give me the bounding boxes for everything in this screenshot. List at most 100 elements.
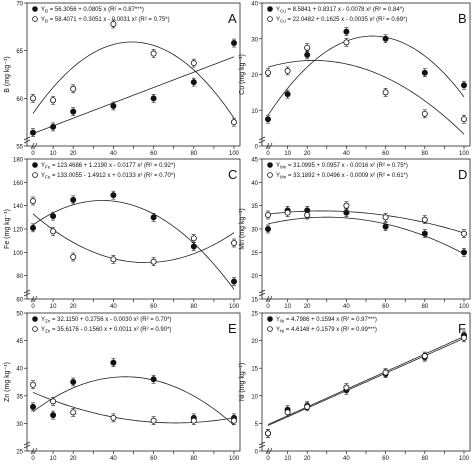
- point-open: [343, 202, 350, 209]
- x-tick-label: 40: [343, 151, 350, 157]
- point-open: [150, 417, 157, 424]
- fit-line: [267, 60, 465, 135]
- point-open: [460, 230, 467, 237]
- y-tick-label: 45: [251, 158, 258, 164]
- point-filled: [29, 224, 36, 231]
- point-open: [460, 116, 467, 123]
- x-tick-label: 80: [190, 456, 197, 462]
- x-tick-label: 100: [459, 151, 470, 157]
- x-tick-label: 20: [70, 456, 77, 462]
- y-tick-label: 30: [16, 422, 23, 428]
- point-filled: [110, 359, 117, 366]
- y-axis-label: Ni (mg kg⁻¹): [239, 363, 246, 401]
- y-tick-label: 60: [16, 97, 23, 103]
- x-tick-label: 0: [31, 456, 35, 462]
- point-open: [70, 253, 77, 260]
- y-tick-label: 10: [251, 109, 258, 115]
- plot-frame: [261, 2, 471, 147]
- point-open: [304, 44, 311, 51]
- legend-marker-filled: [32, 162, 38, 168]
- point-filled: [304, 51, 311, 58]
- panel-b: 0 10 20 30 40 0 10 20 40 60 80 100 Cu (mg kg⁻¹) B YCu …: [239, 2, 471, 157]
- point-filled: [421, 69, 428, 76]
- axis-break-x: [265, 447, 273, 455]
- x-tick-label: 80: [421, 151, 428, 157]
- x-tick-label: 0: [31, 151, 35, 157]
- point-filled: [70, 108, 77, 115]
- point-filled: [230, 40, 237, 47]
- x-tick-label: 100: [229, 151, 240, 157]
- y-tick-label: 25: [251, 312, 258, 318]
- y-tick-label: 0: [255, 145, 259, 151]
- point-open: [230, 239, 237, 246]
- panel-letter: F: [458, 321, 466, 336]
- y-tick-label: 80: [16, 274, 23, 280]
- point-open: [284, 67, 291, 74]
- point-open: [110, 256, 117, 263]
- point-filled: [150, 95, 157, 102]
- y-axis-label: B (mg kg⁻¹): [4, 56, 11, 92]
- point-filled: [460, 249, 467, 256]
- point-open: [29, 197, 36, 204]
- y-tick-label: 50: [16, 312, 23, 318]
- y-tick-label: 60: [16, 298, 23, 304]
- fit-line: [32, 213, 235, 263]
- point-open: [264, 211, 271, 218]
- point-filled: [460, 82, 467, 89]
- fit-line: [267, 216, 465, 255]
- point-open: [382, 214, 389, 221]
- panel-letter: D: [458, 167, 467, 182]
- point-open: [264, 69, 271, 76]
- point-open: [304, 403, 311, 410]
- y-tick-label: 65: [16, 49, 23, 55]
- y-tick-label: 15: [251, 367, 258, 373]
- axis-break-y: [258, 136, 266, 144]
- point-open: [50, 97, 57, 104]
- y-axis-label: Fe (mg kg⁻¹): [4, 209, 11, 249]
- plot-frame: [26, 158, 241, 300]
- legend-entry: YFe = 133.0055 - 1.4912 x + 0.0133 x² (R…: [41, 173, 175, 180]
- legend-marker-open: [267, 16, 273, 22]
- point-open: [29, 95, 36, 102]
- x-tick-label: 10: [284, 151, 291, 157]
- point-filled: [190, 243, 197, 250]
- plot-frame: [26, 312, 241, 452]
- fit-line: [267, 210, 465, 234]
- point-open: [110, 20, 117, 27]
- point-filled: [264, 116, 271, 123]
- point-filled: [150, 376, 157, 383]
- y-tick-label: 40: [251, 2, 258, 8]
- x-tick-label: 40: [343, 456, 350, 462]
- panel-a: 55 60 65 70 0 10 20 40 60 80 100 B (mg kg⁻¹) A YB = 5…: [4, 2, 241, 157]
- point-filled: [264, 225, 271, 232]
- fit-line: [32, 200, 235, 290]
- panel-letter: A: [228, 11, 237, 26]
- x-tick-label: 20: [304, 456, 311, 462]
- x-tick-label: 60: [382, 304, 389, 310]
- plot-frame: [26, 2, 241, 147]
- x-tick-label: 10: [284, 304, 291, 310]
- y-tick-label: 0: [255, 450, 259, 456]
- point-open: [230, 417, 237, 424]
- fit-line: [32, 376, 235, 426]
- axis-break-x: [30, 447, 38, 455]
- y-tick-label: 160: [13, 181, 24, 187]
- x-tick-label: 40: [110, 151, 117, 157]
- y-tick-label: 40: [16, 367, 23, 373]
- x-tick-label: 10: [50, 304, 57, 310]
- y-tick-label: 180: [13, 158, 24, 164]
- x-tick-label: 60: [150, 151, 157, 157]
- point-filled: [50, 412, 57, 419]
- fit-line: [267, 336, 465, 425]
- point-open: [190, 235, 197, 242]
- point-filled: [421, 230, 428, 237]
- axis-break-x: [30, 295, 38, 303]
- panel-letter: E: [228, 321, 237, 336]
- x-tick-label: 20: [304, 151, 311, 157]
- point-filled: [343, 209, 350, 216]
- point-open: [284, 209, 291, 216]
- point-filled: [110, 102, 117, 109]
- y-tick-label: 55: [16, 145, 23, 151]
- point-open: [382, 369, 389, 376]
